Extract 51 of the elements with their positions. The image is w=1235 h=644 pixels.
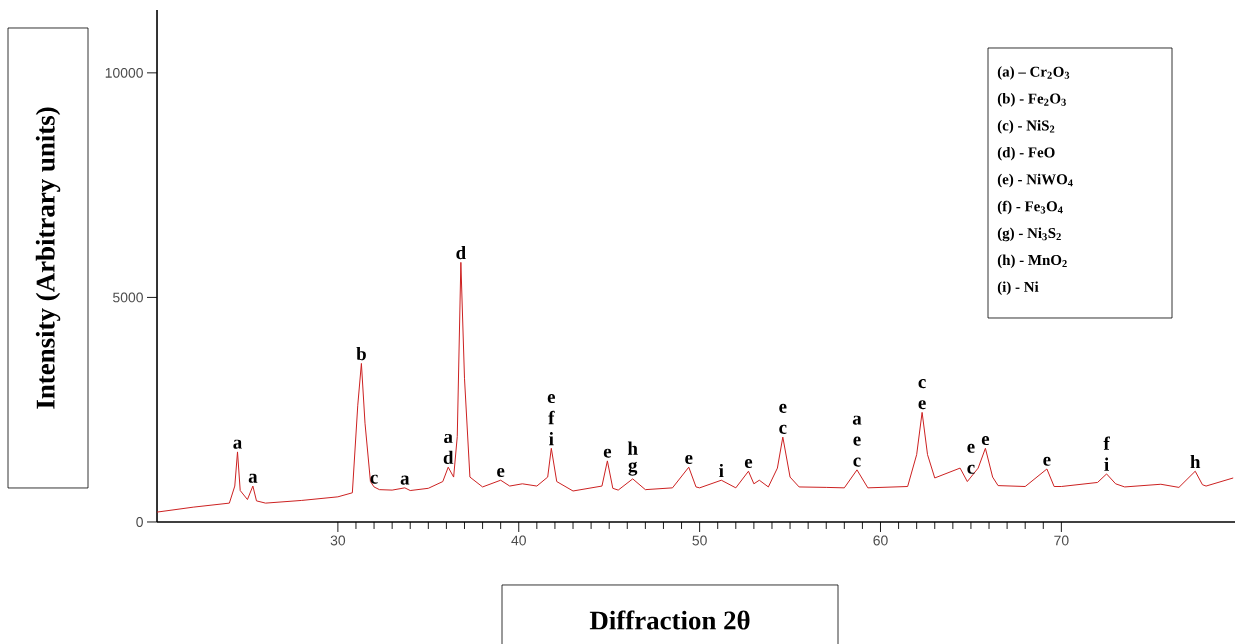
annotation: i bbox=[719, 463, 724, 478]
annotation: h bbox=[627, 441, 638, 455]
annotation: e bbox=[779, 403, 787, 413]
annotation: e bbox=[853, 436, 861, 446]
annotation: (f) - Fe$_{3}$O$_{4}$ bbox=[997, 200, 1063, 215]
annotation: e bbox=[497, 467, 505, 478]
annotation: (i) - Ni bbox=[997, 281, 1039, 295]
annotation: a bbox=[248, 473, 258, 483]
annotation: c bbox=[853, 457, 861, 467]
x-tick-label: 40 bbox=[511, 535, 526, 546]
annotation: a bbox=[400, 475, 410, 485]
annotation: a bbox=[444, 433, 453, 443]
x-tick-label: 30 bbox=[330, 535, 346, 546]
annotation: f bbox=[548, 410, 555, 425]
y-tick-label: 10000 bbox=[105, 67, 143, 78]
annotation: c bbox=[967, 464, 975, 474]
annotation: d bbox=[456, 245, 466, 260]
annotation: c bbox=[370, 474, 378, 484]
annotation: e bbox=[603, 448, 612, 458]
annotation: a bbox=[852, 415, 862, 425]
annotation: (g) - Ni$_{3}$S$_{2}$ bbox=[997, 227, 1061, 242]
annotation: e bbox=[547, 394, 556, 404]
annotation: b bbox=[356, 346, 366, 361]
annotation: (e) - NiWO$_{4}$ bbox=[997, 173, 1073, 188]
annotation: (a) – Cr$_{2}$O$_{3}$ bbox=[997, 66, 1070, 80]
annotation: f bbox=[1103, 436, 1110, 450]
x-tick-label: 60 bbox=[873, 535, 888, 546]
annotation: g bbox=[628, 461, 638, 476]
annotation: e bbox=[685, 454, 693, 464]
annotation: e bbox=[918, 400, 926, 410]
annotation: i bbox=[1104, 457, 1109, 471]
annotation: c bbox=[779, 424, 787, 434]
x-tick-label: 50 bbox=[692, 535, 707, 546]
annotation: (c) - NiS$_{2}$ bbox=[997, 120, 1055, 134]
annotation: (b) - Fe$_{2}$O$_{3}$ bbox=[997, 93, 1066, 107]
x-tick-label: 70 bbox=[1054, 535, 1069, 546]
y-tick-label: 5000 bbox=[113, 292, 143, 303]
y-tick-label: 0 bbox=[136, 517, 143, 527]
annotation: (h) - MnO$_{2}$ bbox=[997, 254, 1067, 269]
annotation: (d) - FeO bbox=[997, 146, 1055, 161]
annotation: e bbox=[981, 436, 990, 446]
y-axis-title: Intensity (Arbitrary units) bbox=[35, 107, 61, 409]
x-axis-title: Diffraction 2θ bbox=[589, 610, 750, 630]
annotation: c bbox=[918, 379, 926, 389]
annotation: d bbox=[443, 450, 454, 464]
annotation: e bbox=[1043, 456, 1051, 466]
annotation: i bbox=[549, 432, 554, 446]
annotation: a bbox=[233, 439, 242, 449]
annotation: e bbox=[744, 458, 753, 469]
annotation: h bbox=[1190, 454, 1201, 469]
annotation: e bbox=[967, 443, 975, 453]
